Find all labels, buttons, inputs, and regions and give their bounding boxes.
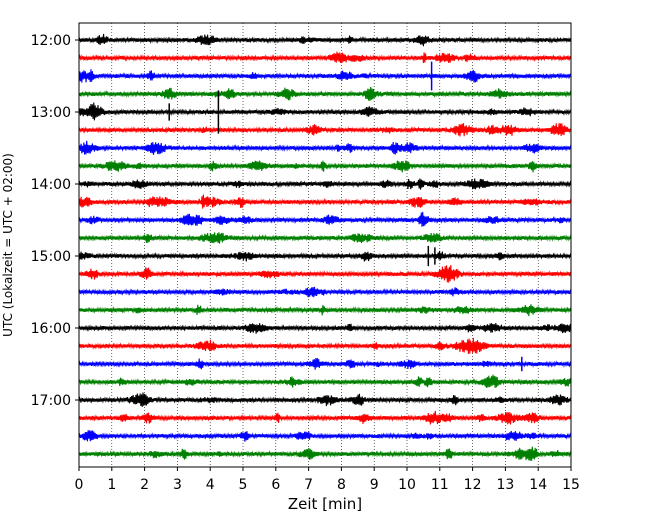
x-tick-label: 1	[107, 477, 116, 493]
seismic-traces	[78, 33, 572, 461]
y-axis-label: UTC (Lokalzeit = UTC + 02:00)	[1, 153, 15, 337]
y-tick-label: 12:00	[31, 33, 71, 49]
y-tick-label: 16:00	[31, 321, 71, 337]
seismic-trace-15:00	[78, 250, 572, 262]
seismic-trace-16:30	[78, 358, 572, 370]
seismic-trace-16:15	[78, 337, 572, 354]
x-tick-label: 5	[239, 477, 248, 493]
x-tick-label: 0	[75, 477, 84, 493]
x-tick-label: 14	[529, 477, 547, 493]
seismic-trace-14:15	[78, 194, 572, 209]
seismic-trace-15:15	[78, 265, 572, 283]
seismic-trace-17:30	[78, 430, 572, 442]
seismic-trace-12:45	[78, 86, 572, 101]
seismic-trace-12:00	[78, 33, 572, 47]
x-tick-label: 8	[337, 477, 346, 493]
grid-lines	[111, 23, 539, 467]
plot-frame	[78, 22, 572, 468]
seismic-trace-13:15	[78, 123, 572, 137]
y-tick-label: 14:00	[31, 177, 71, 193]
x-axis-ticks: 0 1 2 3 4 5 6 7 8 9 10 11 12 13 14 15	[75, 467, 580, 493]
seismic-trace-12:30	[78, 69, 572, 83]
x-tick-label: 12	[464, 477, 482, 493]
x-tick-label: 10	[398, 477, 416, 493]
x-tick-label: 7	[304, 477, 313, 493]
seismic-trace-14:30	[78, 211, 572, 227]
seismic-trace-17:00	[78, 392, 572, 407]
seismic-trace-14:00	[78, 178, 572, 190]
seismic-trace-14:45	[78, 232, 572, 244]
x-tick-label: 2	[140, 477, 149, 493]
x-tick-label: 13	[496, 477, 514, 493]
x-tick-label: 6	[271, 477, 280, 493]
seismic-trace-17:45	[78, 446, 572, 461]
x-axis-label: Zeit [min]	[288, 495, 362, 513]
y-tick-label: 17:00	[31, 393, 71, 409]
seismic-trace-17:15	[78, 410, 572, 425]
x-tick-label: 9	[370, 477, 379, 493]
seismic-trace-15:30	[78, 286, 572, 298]
seismic-trace-13:45	[78, 160, 572, 173]
x-tick-label: 15	[562, 477, 580, 493]
seismic-trace-16:45	[78, 374, 572, 389]
y-tick-label: 15:00	[31, 249, 71, 265]
seismic-trace-13:00	[78, 102, 572, 121]
seismic-trace-13:30	[78, 140, 572, 155]
seismic-trace-15:45	[78, 304, 572, 317]
y-tick-label: 13:00	[31, 105, 71, 121]
x-tick-label: 3	[173, 477, 182, 493]
x-tick-label: 4	[206, 477, 215, 493]
x-tick-label: 11	[431, 477, 449, 493]
y-axis-ticks: 12:00 13:00 14:00 15:00 16:00 17:00	[31, 33, 79, 409]
seismic-trace-16:00	[78, 322, 572, 334]
seismic-trace-12:15	[78, 51, 572, 64]
